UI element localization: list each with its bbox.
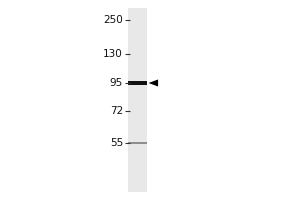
Text: 95: 95 xyxy=(110,78,123,88)
Bar xyxy=(128,142,147,144)
Text: 130: 130 xyxy=(103,49,123,59)
Text: 250: 250 xyxy=(103,15,123,25)
Polygon shape xyxy=(148,79,158,87)
Bar xyxy=(128,8,147,192)
Bar xyxy=(128,81,147,85)
Text: 55: 55 xyxy=(110,138,123,148)
Text: 72: 72 xyxy=(110,106,123,116)
